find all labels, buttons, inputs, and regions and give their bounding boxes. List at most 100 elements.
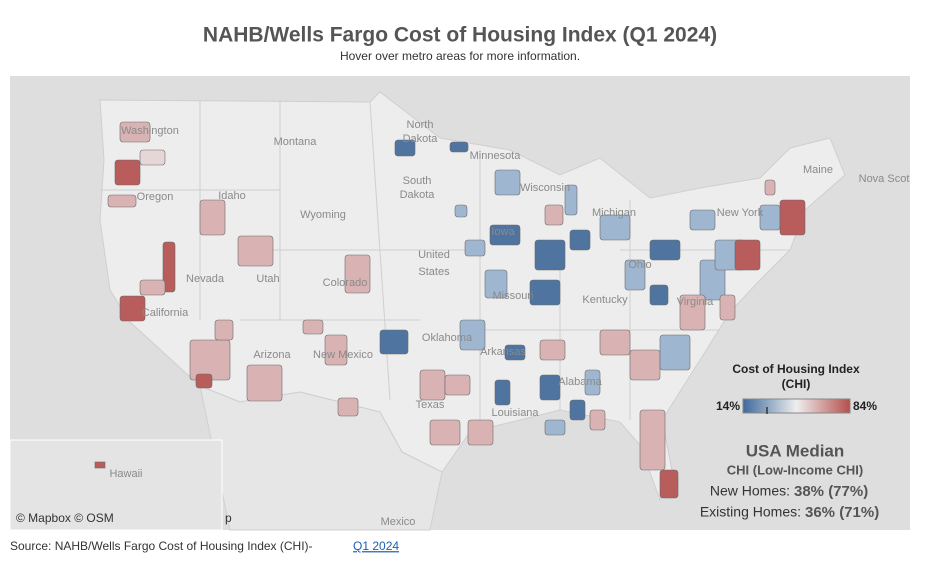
metro-area[interactable] — [114, 159, 141, 186]
map-label: Kentucky — [582, 294, 628, 306]
map-label: Wisconsin — [520, 182, 570, 194]
metro-area[interactable] — [544, 419, 566, 436]
metro-area[interactable] — [659, 334, 691, 371]
attribution: © Mapbox © OSM — [16, 511, 114, 525]
metro-area[interactable] — [539, 374, 561, 401]
metro-area[interactable] — [564, 184, 578, 216]
map-label: Dakota — [400, 189, 436, 201]
metro-area[interactable] — [719, 294, 736, 321]
metro-area[interactable] — [379, 329, 409, 355]
metro-area[interactable] — [237, 235, 274, 267]
map-label: Iowa — [491, 226, 515, 238]
subtitle: Hover over metro areas for more informat… — [340, 49, 580, 63]
map-label: Virginia — [677, 296, 714, 308]
metro-area[interactable] — [659, 469, 679, 499]
map-label: Minnesota — [470, 150, 522, 162]
existing-homes-label: Existing Homes: — [700, 504, 801, 520]
metro-area[interactable] — [629, 349, 661, 381]
metro-areas — [107, 121, 806, 499]
metro-area[interactable] — [529, 279, 561, 306]
metro-area[interactable] — [449, 141, 469, 153]
map-label: Dakota — [403, 133, 439, 145]
metro-area[interactable] — [444, 374, 471, 396]
metro-area[interactable] — [534, 239, 566, 271]
metro-area[interactable] — [162, 241, 176, 293]
map-label: New York — [717, 207, 764, 219]
map-label: Utah — [256, 273, 279, 285]
map-label: Michigan — [592, 207, 636, 219]
metro-area[interactable] — [504, 344, 526, 361]
metro-area[interactable] — [569, 229, 591, 251]
metro-area[interactable] — [246, 364, 283, 402]
metro-area[interactable] — [494, 169, 521, 196]
metro-area[interactable] — [199, 199, 226, 236]
metro-area[interactable] — [419, 369, 446, 401]
metro-area[interactable] — [539, 339, 566, 361]
metro-area[interactable] — [195, 373, 213, 389]
title: NAHB/Wells Fargo Cost of Housing Index (… — [203, 24, 717, 47]
map-label: Maine — [803, 164, 833, 176]
new-homes-value: 38% (77%) — [794, 483, 868, 500]
metro-area[interactable] — [324, 334, 348, 366]
metro-area[interactable] — [139, 149, 166, 166]
attribution-cut: p — [225, 511, 232, 525]
map-label: New Mexico — [313, 349, 373, 361]
metro-area[interactable] — [467, 419, 494, 446]
map-label: Idaho — [218, 190, 246, 202]
legend-title: Cost of Housing Index — [732, 362, 860, 376]
map-label: California — [142, 307, 189, 319]
metro-area[interactable] — [459, 319, 486, 351]
metro-area[interactable] — [624, 259, 646, 291]
metro-area[interactable] — [734, 239, 761, 271]
metro-area[interactable] — [639, 409, 666, 471]
metro-area[interactable] — [454, 204, 468, 218]
metro-area[interactable] — [689, 209, 716, 231]
state-borders — [100, 100, 790, 430]
metro-area[interactable] — [429, 419, 461, 446]
metro-area — [94, 461, 106, 469]
metro-area[interactable] — [394, 139, 416, 157]
map-label: Oklahoma — [422, 332, 473, 344]
metro-area[interactable] — [302, 319, 324, 335]
metro-area[interactable] — [464, 239, 486, 257]
map-label: Nova Scot — [859, 173, 910, 185]
source-link[interactable]: Q1 2024 — [353, 539, 399, 553]
metro-area[interactable] — [119, 295, 146, 322]
metro-area[interactable] — [344, 254, 371, 294]
metro-area[interactable] — [139, 279, 166, 296]
metro-area[interactable] — [489, 224, 521, 246]
map-label: Texas — [416, 399, 445, 411]
median-subtitle: CHI (Low-Income CHI) — [727, 462, 864, 477]
metro-area[interactable] — [779, 199, 806, 236]
metro-area[interactable] — [544, 204, 564, 226]
metro-area[interactable] — [484, 269, 508, 299]
metro-area[interactable] — [649, 239, 681, 261]
map-label: Arkansas — [480, 346, 526, 358]
existing-homes-value: 36% (71%) — [805, 504, 879, 521]
metro-area[interactable] — [494, 379, 511, 406]
legend-min: 14% — [716, 399, 740, 413]
metro-area[interactable] — [679, 294, 706, 331]
metro-area[interactable] — [589, 409, 606, 431]
map-label: Missouri — [493, 290, 534, 302]
map-label: Nevada — [186, 273, 225, 285]
median-title: USA Median — [746, 441, 845, 460]
metro-area[interactable] — [107, 194, 137, 208]
legend-max: 84% — [853, 399, 877, 413]
metro-area[interactable] — [119, 121, 151, 143]
metro-area[interactable] — [569, 399, 586, 421]
map-label: Ohio — [628, 259, 651, 271]
metro-area[interactable] — [584, 369, 601, 396]
new-homes-label: New Homes: — [710, 483, 790, 499]
map-label: North — [407, 119, 434, 131]
map-label: Hawaii — [109, 468, 142, 480]
map[interactable]: Washington Montana North Dakota Minnesot… — [9, 76, 910, 531]
map-label: Montana — [274, 136, 318, 148]
metro-area[interactable] — [599, 329, 631, 356]
metro-area[interactable] — [337, 397, 359, 417]
metro-area[interactable] — [599, 214, 631, 241]
metro-area[interactable] — [214, 319, 234, 341]
map-label: United — [418, 249, 450, 261]
metro-area[interactable] — [649, 284, 669, 306]
metro-area[interactable] — [764, 179, 776, 196]
